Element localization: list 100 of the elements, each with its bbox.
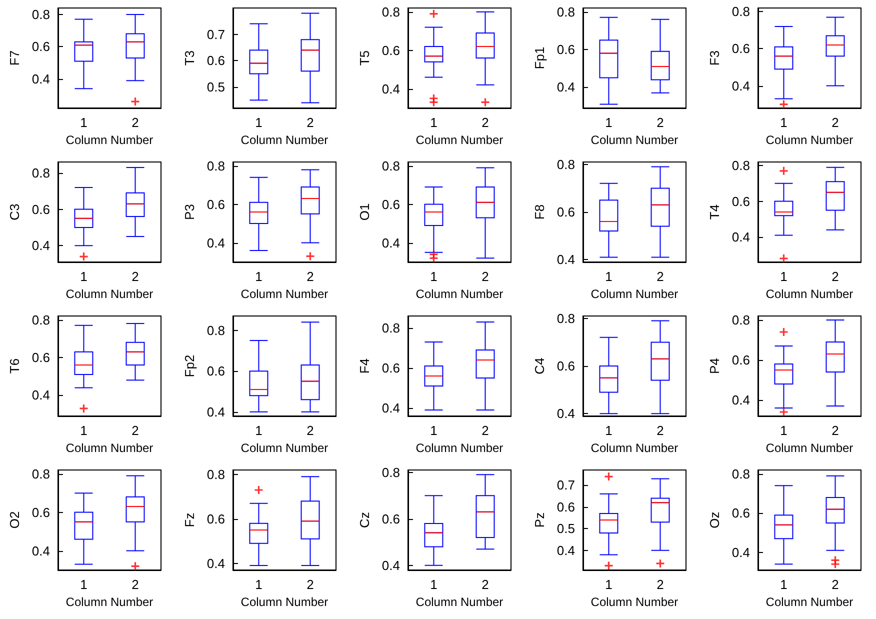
y-axis-title: F7 — [7, 50, 22, 66]
y-tick-label: 0.8 — [556, 4, 575, 20]
x-axis-title: Column Number — [416, 440, 504, 455]
y-tick-label: 0.8 — [382, 320, 400, 336]
y-axis-title: T3 — [182, 50, 197, 66]
x-tick-label: 2 — [132, 115, 139, 130]
y-axis-title: T5 — [357, 50, 372, 66]
y-tick-label: 0.4 — [732, 392, 750, 408]
y-tick-label: 0.5 — [556, 521, 575, 536]
y-tick-label: 0.8 — [382, 4, 400, 20]
y-tick-label: 0.6 — [732, 41, 750, 56]
x-tick-label: 2 — [132, 577, 139, 592]
x-tick-label: 2 — [832, 577, 839, 592]
y-axis-title: P3 — [182, 204, 197, 220]
x-tick-label: 1 — [255, 269, 262, 284]
y-tick-label: 0.6 — [206, 511, 225, 526]
x-axis-title: Column Number — [590, 594, 678, 609]
y-tick-label: 0.5 — [206, 79, 225, 94]
y-tick-label: 0.6 — [556, 358, 575, 374]
x-axis-title: Column Number — [416, 594, 504, 609]
y-tick-label: 0.6 — [732, 194, 750, 209]
y-tick-label: 0.4 — [556, 542, 575, 558]
y-tick-label: 0.4 — [556, 252, 575, 268]
y-axis-title: F3 — [707, 50, 722, 66]
y-tick-label: 0.6 — [32, 39, 50, 54]
x-axis-title: Column Number — [766, 594, 854, 609]
y-tick-label: 0.8 — [732, 158, 750, 174]
y-tick-label: 0.8 — [206, 322, 225, 338]
x-tick-label: 2 — [306, 423, 314, 438]
y-tick-label: 0.4 — [732, 78, 750, 94]
y-axis-title: Pz — [532, 512, 547, 528]
x-tick-label: 2 — [832, 269, 839, 284]
x-tick-label: 1 — [80, 577, 88, 592]
y-axis-title: O2 — [7, 511, 22, 529]
x-axis-title: Column Number — [590, 132, 678, 147]
y-tick-label: 0.6 — [32, 202, 50, 217]
x-tick-label: 2 — [306, 115, 314, 130]
y-tick-label: 0.8 — [32, 165, 50, 180]
x-axis-title: Column Number — [416, 286, 504, 301]
x-tick-label: 2 — [132, 423, 139, 438]
x-axis-title: Column Number — [590, 440, 678, 455]
x-tick-label: 1 — [255, 577, 262, 592]
x-tick-label: 1 — [605, 115, 612, 130]
x-tick-label: 2 — [482, 423, 489, 438]
y-axis-title: T4 — [707, 204, 722, 220]
x-tick-label: 1 — [780, 423, 788, 438]
x-axis-title: Column Number — [590, 286, 678, 301]
y-tick-label: 0.8 — [556, 310, 575, 326]
x-axis-title: Column Number — [240, 594, 328, 609]
x-axis-title: Column Number — [66, 286, 154, 301]
x-tick-label: 2 — [306, 577, 314, 592]
x-tick-label: 2 — [656, 115, 664, 130]
y-tick-label: 0.8 — [32, 466, 50, 482]
x-tick-label: 1 — [605, 269, 612, 284]
x-axis-title: Column Number — [240, 286, 328, 301]
x-tick-label: 1 — [605, 577, 612, 592]
y-tick-label: 0.6 — [32, 504, 50, 520]
y-axis-title: F4 — [357, 358, 372, 374]
y-tick-label: 0.4 — [556, 80, 575, 95]
x-tick-label: 2 — [482, 115, 489, 130]
y-tick-label: 0.4 — [556, 406, 575, 422]
y-axis-title: Cz — [357, 512, 372, 528]
x-tick-label: 1 — [430, 115, 438, 130]
x-tick-label: 2 — [656, 269, 664, 284]
x-tick-label: 1 — [80, 423, 88, 438]
x-axis-title: Column Number — [766, 286, 854, 301]
x-tick-label: 1 — [255, 423, 262, 438]
y-tick-label: 0.4 — [32, 238, 50, 254]
y-tick-label: 0.6 — [382, 511, 400, 526]
x-tick-label: 1 — [780, 269, 788, 284]
x-axis-title: Column Number — [766, 132, 854, 147]
y-tick-label: 0.6 — [732, 352, 750, 368]
x-axis-title: Column Number — [240, 132, 328, 147]
x-axis-title: Column Number — [66, 132, 154, 147]
y-tick-label: 0.6 — [206, 364, 225, 379]
y-tick-label: 0.4 — [382, 558, 400, 573]
y-tick-label: 0.8 — [732, 312, 750, 328]
x-tick-label: 1 — [255, 115, 262, 130]
x-tick-label: 2 — [482, 577, 489, 592]
y-tick-label: 0.8 — [382, 158, 400, 174]
y-tick-label: 0.6 — [732, 506, 750, 521]
y-tick-label: 0.4 — [206, 556, 225, 571]
y-tick-label: 0.4 — [732, 230, 750, 244]
y-tick-label: 0.6 — [382, 360, 400, 376]
y-axis-title: F8 — [532, 204, 547, 220]
x-axis-title: Column Number — [416, 132, 504, 147]
y-tick-label: 0.4 — [732, 544, 750, 560]
x-tick-label: 1 — [80, 269, 88, 284]
y-tick-label: 0.7 — [556, 478, 575, 493]
x-tick-label: 1 — [430, 423, 438, 438]
x-tick-label: 1 — [780, 577, 788, 592]
x-axis-title: Column Number — [66, 594, 154, 609]
x-tick-label: 2 — [656, 577, 664, 592]
y-axis-title: O1 — [357, 203, 372, 221]
x-tick-label: 1 — [80, 115, 88, 130]
y-axis-title: Fp1 — [532, 46, 547, 70]
y-tick-label: 0.6 — [556, 204, 575, 220]
y-tick-label: 0.6 — [382, 42, 400, 58]
y-tick-label: 0.8 — [32, 6, 50, 22]
y-tick-label: 0.6 — [556, 499, 575, 514]
